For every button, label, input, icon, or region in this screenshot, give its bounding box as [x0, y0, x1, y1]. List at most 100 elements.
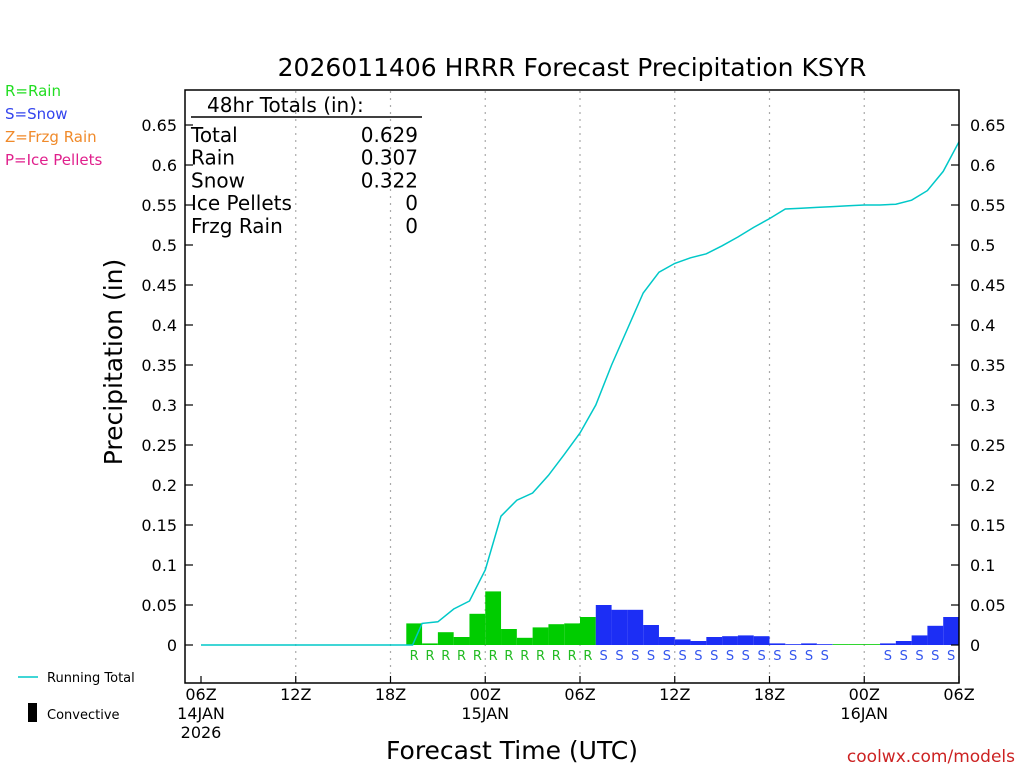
precip-bar [580, 617, 596, 645]
precip-bar [706, 637, 723, 645]
y-tick-label: 0.4 [152, 316, 177, 335]
totals-row-value: 0.322 [361, 168, 418, 192]
precip-bar [453, 637, 470, 645]
y-axis-label: Precipitation (in) [99, 259, 128, 466]
totals-row-value: 0 [405, 214, 418, 238]
precip-bar [832, 644, 849, 645]
y-tick-label: 0.35 [970, 356, 1006, 375]
precip-bar [895, 641, 912, 645]
ptype-legend-item: S=Snow [5, 105, 68, 123]
precip-bar [627, 609, 644, 645]
ptype-letter: S [931, 649, 939, 664]
x-tick-label: 18Z [375, 685, 406, 704]
precip-bar [469, 613, 486, 645]
ptype-legend-item: R=Rain [5, 82, 61, 100]
precip-bar [674, 639, 691, 645]
ptype-letter: R [473, 649, 482, 664]
y-tick-label: 0 [970, 636, 980, 655]
plot-frame [184, 89, 960, 684]
running-total-legend-label: Running Total [47, 671, 135, 686]
x-tick-date-label: 16JAN [840, 704, 888, 723]
ptype-letter: R [504, 649, 513, 664]
chart-title: 2026011406 HRRR Forecast Precipitation K… [278, 53, 867, 82]
y-tick-label: 0.5 [970, 236, 995, 255]
x-tick-date-label: 14JAN [177, 704, 225, 723]
ptype-letter: R [425, 649, 434, 664]
ptype-letter: S [757, 649, 765, 664]
ptype-letter: S [600, 649, 608, 664]
totals-box: 48hr Totals (in): Total 0.629 Rain 0.307 Sno… [190, 93, 422, 238]
y-tick-label: 0.3 [970, 396, 995, 415]
ptype-letter: S [726, 649, 734, 664]
precip-bar [595, 605, 612, 645]
y-tick-label: 0.55 [141, 196, 177, 215]
precip-bars [406, 591, 959, 645]
ptype-letter: R [441, 649, 450, 664]
ptype-letter: R [568, 649, 577, 664]
y-tick-label: 0.15 [141, 516, 177, 535]
totals-row-label: Rain [191, 146, 235, 170]
y-tick-label: 0.25 [970, 436, 1006, 455]
ptype-letter: S [900, 649, 908, 664]
totals-header: 48hr Totals (in): [207, 93, 364, 117]
x-tick-date-label: 15JAN [461, 704, 509, 723]
precip-bar [943, 617, 959, 645]
convective-legend-label: Convective [47, 708, 120, 723]
totals-row-value: 0.629 [361, 123, 418, 147]
ptype-letter: R [583, 649, 592, 664]
ptype-letter: S [742, 649, 750, 664]
x-tick-label: 12Z [280, 685, 311, 704]
ptype-legend-item: P=Ice Pellets [5, 151, 102, 169]
precip-bar [864, 644, 881, 645]
y-tick-label: 0.2 [152, 476, 177, 495]
ptype-letter: S [773, 649, 781, 664]
precip-bar [516, 637, 533, 645]
ptype-letter: R [536, 649, 545, 664]
ptype-letter: R [410, 649, 419, 664]
x-tick-label: 06Z [564, 685, 595, 704]
y-tick-label: 0 [167, 636, 177, 655]
convective-legend-swatch [28, 703, 37, 722]
y-axis-left: 0 0.05 0.1 0.15 0.2 0.25 0.3 0.35 0.4 0.45 0.5 0.55… [141, 116, 193, 655]
y-tick-label: 0.65 [141, 116, 177, 135]
totals-row-label: Total [190, 123, 238, 147]
precip-bar [737, 635, 754, 645]
y-tick-label: 0.25 [141, 436, 177, 455]
x-tick-label: 06Z [943, 685, 974, 704]
y-tick-label: 0.3 [152, 396, 177, 415]
y-tick-label: 0.35 [141, 356, 177, 375]
ptype-letter: S [615, 649, 623, 664]
precip-bar [753, 636, 770, 645]
x-tick-label: 12Z [659, 685, 690, 704]
precip-bar [437, 632, 454, 645]
precip-bar [548, 624, 565, 645]
precip-bar [658, 637, 675, 645]
y-tick-label: 0.55 [970, 196, 1006, 215]
precip-bar [643, 625, 659, 645]
ptype-letter: S [947, 649, 955, 664]
ptype-letter: S [805, 649, 813, 664]
y-tick-label: 0.1 [970, 556, 995, 575]
ptype-letter: R [489, 649, 498, 664]
ptype-letter: S [789, 649, 797, 664]
y-tick-label: 0.5 [152, 236, 177, 255]
precip-bar [406, 623, 423, 645]
x-tick-label: 00Z [470, 685, 501, 704]
precip-bar [880, 643, 896, 645]
y-tick-label: 0.6 [152, 156, 177, 175]
y-tick-label: 0.45 [141, 276, 177, 295]
ptype-letter: R [520, 649, 529, 664]
precip-bar [848, 644, 865, 645]
precip-bar [690, 641, 707, 645]
totals-row-label: Ice Pellets [191, 191, 292, 215]
site-credit: coolwx.com/models [847, 747, 1015, 767]
y-tick-label: 0.15 [970, 516, 1006, 535]
precip-bar [722, 636, 738, 645]
ptype-letter: R [457, 649, 466, 664]
y-axis-right: 0 0.05 0.1 0.15 0.2 0.25 0.3 0.35 0.4 0.45 0.5 0.55… [951, 116, 1006, 655]
y-tick-label: 0.05 [970, 596, 1006, 615]
running-total-line [201, 141, 960, 646]
ptype-letter: S [631, 649, 639, 664]
y-tick-label: 0.4 [970, 316, 995, 335]
